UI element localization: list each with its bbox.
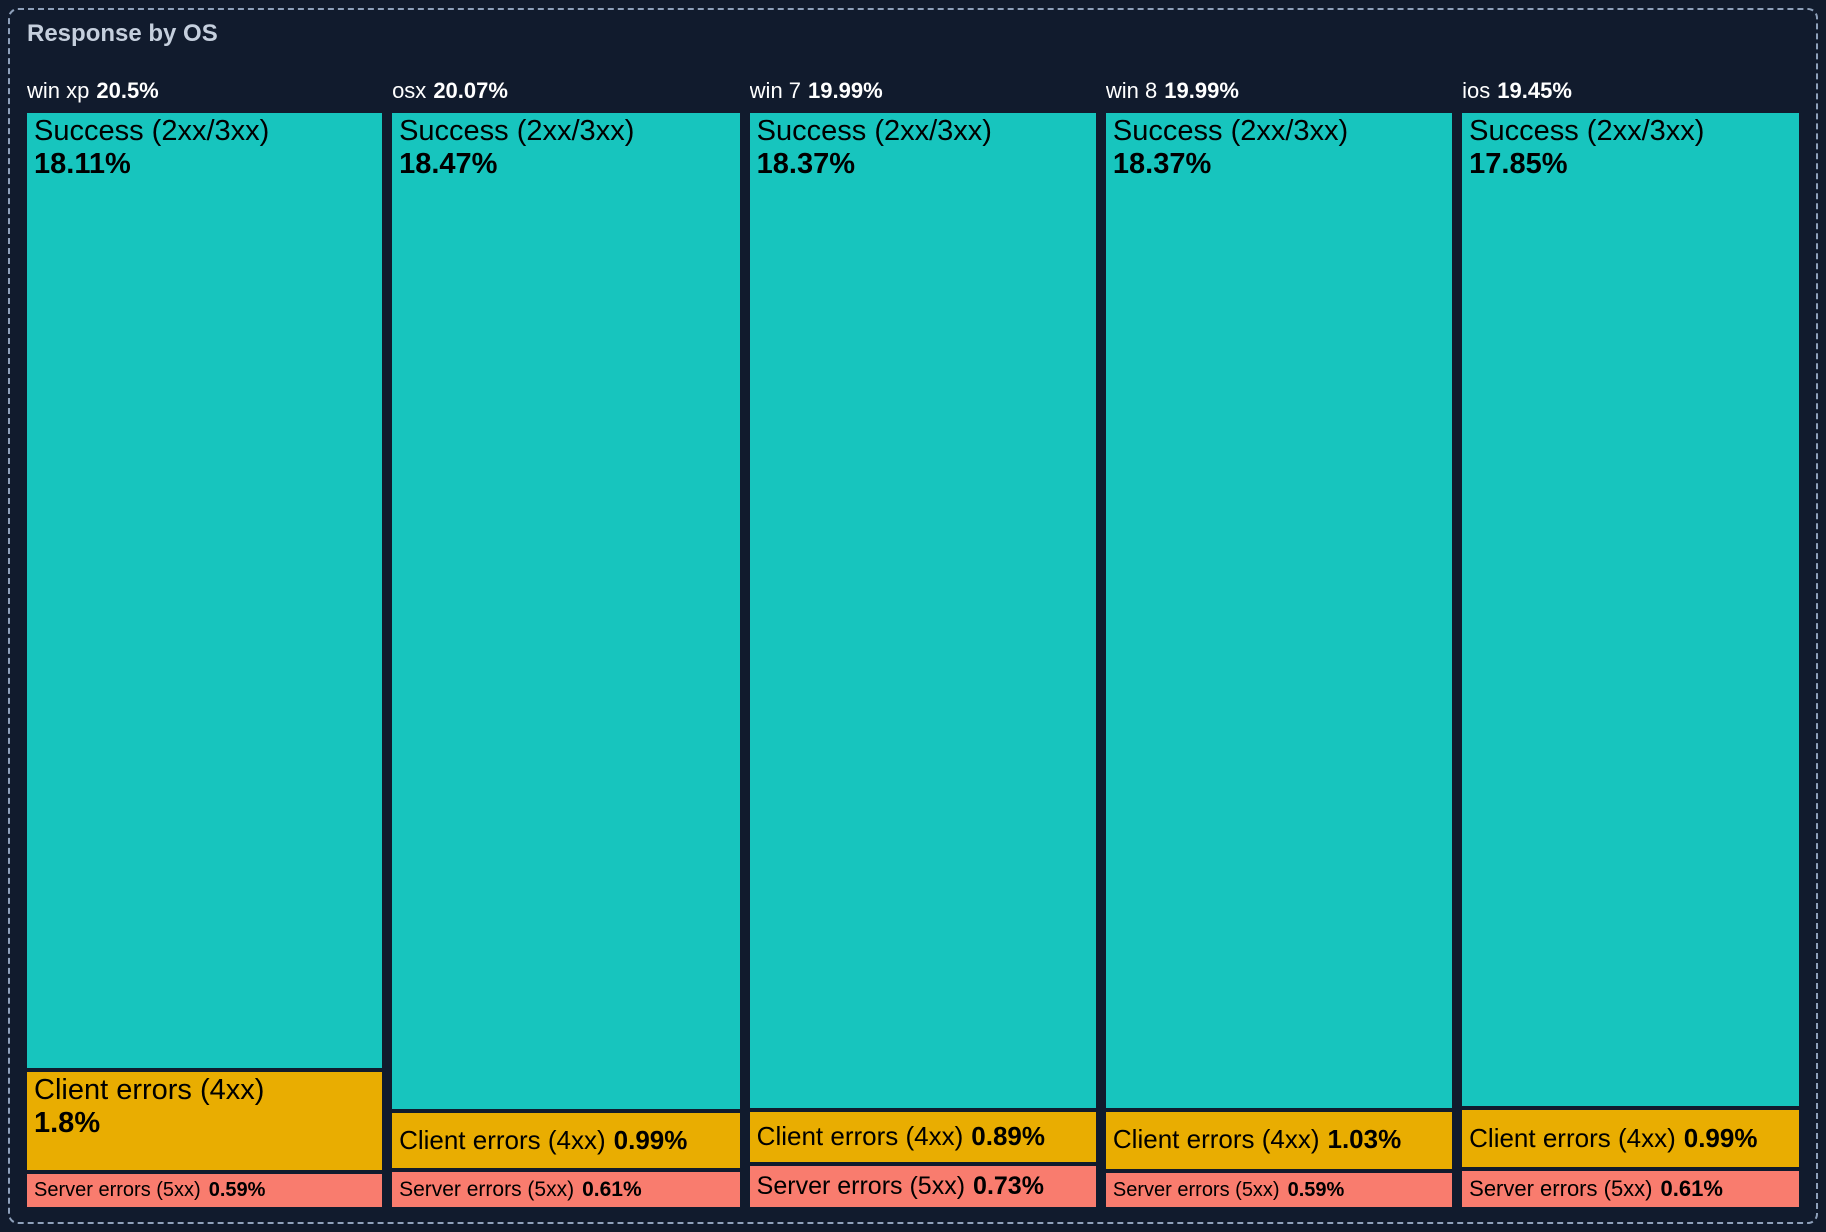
segment-server-errors[interactable]: Server errors (5xx) 0.59% xyxy=(27,1173,383,1207)
segment-percent: 0.61% xyxy=(582,1177,642,1201)
segment-percent: 0.61% xyxy=(1660,1176,1723,1202)
segment-percent: 0.59% xyxy=(208,1178,266,1201)
os-share: 19.99% xyxy=(808,77,883,103)
response-by-os-panel: Response by OS win xp 20.5% Success (2xx/3… xyxy=(8,8,1818,1224)
segment-server-errors[interactable]: Server errors (5xx) 0.61% xyxy=(392,1172,740,1207)
os-label: ios xyxy=(1462,77,1491,103)
segment-percent: 18.37% xyxy=(756,147,856,180)
os-share: 19.45% xyxy=(1497,77,1572,103)
column-header[interactable]: osx 20.07% xyxy=(392,77,740,105)
segment-success[interactable]: Success (2xx/3xx) 17.85% xyxy=(1462,113,1800,1107)
segment-client-errors[interactable]: Client errors (4xx) 0.89% xyxy=(749,1111,1096,1162)
segment-percent: 0.73% xyxy=(973,1171,1044,1200)
segment-percent: 0.59% xyxy=(1287,1178,1345,1201)
segment-label: Client errors (4xx) xyxy=(1112,1124,1320,1155)
segment-label: Success (2xx/3xx) xyxy=(34,115,270,148)
os-column-win-7: win 7 19.99% Success (2xx/3xx) 18.37% Client… xyxy=(749,77,1096,1207)
segment-percent: 18.37% xyxy=(1112,147,1212,180)
os-label: win 8 xyxy=(1105,77,1158,103)
segment-label: Success (2xx/3xx) xyxy=(1469,115,1705,148)
segment-label: Success (2xx/3xx) xyxy=(399,115,635,148)
os-column-ios: ios 19.45% Success (2xx/3xx) 17.85% Client e… xyxy=(1462,77,1800,1207)
column-header[interactable]: win 8 19.99% xyxy=(1106,77,1452,105)
segment-stack: Success (2xx/3xx) 17.85% Client errors (4x… xyxy=(1462,113,1800,1207)
segment-stack: Success (2xx/3xx) 18.11% Client errors (4x… xyxy=(27,113,383,1207)
column-header[interactable]: ios 19.45% xyxy=(1462,77,1799,105)
segment-label: Server errors (5xx) xyxy=(1112,1178,1280,1201)
segment-success[interactable]: Success (2xx/3xx) 18.47% xyxy=(392,113,740,1109)
segment-percent: 0.99% xyxy=(1683,1122,1758,1153)
segment-label: Success (2xx/3xx) xyxy=(756,115,992,148)
os-column-osx: osx 20.07% Success (2xx/3xx) 18.47% Client e… xyxy=(392,77,740,1207)
segment-client-errors[interactable]: Client errors (4xx) 1.03% xyxy=(1105,1111,1453,1170)
segment-success[interactable]: Success (2xx/3xx) 18.37% xyxy=(1105,113,1453,1108)
segment-success[interactable]: Success (2xx/3xx) 18.11% xyxy=(27,113,383,1069)
os-column-win-8: win 8 19.99% Success (2xx/3xx) 18.37% Client… xyxy=(1105,77,1453,1207)
os-share: 20.5% xyxy=(96,77,159,103)
segment-label: Server errors (5xx) xyxy=(34,1178,201,1201)
segment-percent: 1.03% xyxy=(1327,1124,1402,1155)
segment-server-errors[interactable]: Server errors (5xx) 0.59% xyxy=(1105,1173,1453,1207)
segment-label: Client errors (4xx) xyxy=(756,1120,964,1151)
segment-label: Server errors (5xx) xyxy=(399,1177,575,1201)
segment-server-errors[interactable]: Server errors (5xx) 0.61% xyxy=(1462,1171,1800,1207)
segment-percent: 1.8% xyxy=(34,1106,101,1139)
panel-title: Response by OS xyxy=(27,20,218,47)
os-label: win 7 xyxy=(749,77,802,103)
segment-label: Success (2xx/3xx) xyxy=(1112,115,1349,148)
segment-client-errors[interactable]: Client errors (4xx) 1.8% xyxy=(27,1072,383,1170)
segment-client-errors[interactable]: Client errors (4xx) 0.99% xyxy=(392,1113,740,1169)
segment-stack: Success (2xx/3xx) 18.37% Client errors (4x… xyxy=(1105,113,1453,1207)
segment-success[interactable]: Success (2xx/3xx) 18.37% xyxy=(749,113,1096,1108)
os-share: 19.99% xyxy=(1164,77,1239,103)
segment-percent: 0.89% xyxy=(971,1120,1045,1151)
segment-percent: 0.99% xyxy=(613,1124,688,1155)
segment-percent: 18.11% xyxy=(34,147,131,180)
segment-percent: 18.47% xyxy=(399,147,498,180)
os-column-win-xp: win xp 20.5% Success (2xx/3xx) 18.11% Client… xyxy=(27,77,383,1207)
segment-label: Client errors (4xx) xyxy=(1469,1122,1676,1153)
segment-percent: 17.85% xyxy=(1469,147,1568,180)
segment-stack: Success (2xx/3xx) 18.47% Client errors (4x… xyxy=(392,113,740,1207)
segment-label: Client errors (4xx) xyxy=(34,1074,265,1107)
segment-label: Server errors (5xx) xyxy=(1469,1176,1653,1202)
os-share: 20.07% xyxy=(433,77,508,103)
segment-client-errors[interactable]: Client errors (4xx) 0.99% xyxy=(1462,1110,1800,1168)
treemap-chart: win xp 20.5% Success (2xx/3xx) 18.11% Client… xyxy=(27,77,1800,1207)
column-header[interactable]: win xp 20.5% xyxy=(27,77,382,105)
column-header[interactable]: win 7 19.99% xyxy=(750,77,1096,105)
segment-server-errors[interactable]: Server errors (5xx) 0.73% xyxy=(749,1165,1096,1207)
segment-label: Client errors (4xx) xyxy=(399,1124,606,1155)
segment-stack: Success (2xx/3xx) 18.37% Client errors (4x… xyxy=(749,113,1096,1207)
segment-label: Server errors (5xx) xyxy=(756,1171,966,1200)
os-label: osx xyxy=(392,77,427,103)
os-label: win xp xyxy=(27,77,90,103)
